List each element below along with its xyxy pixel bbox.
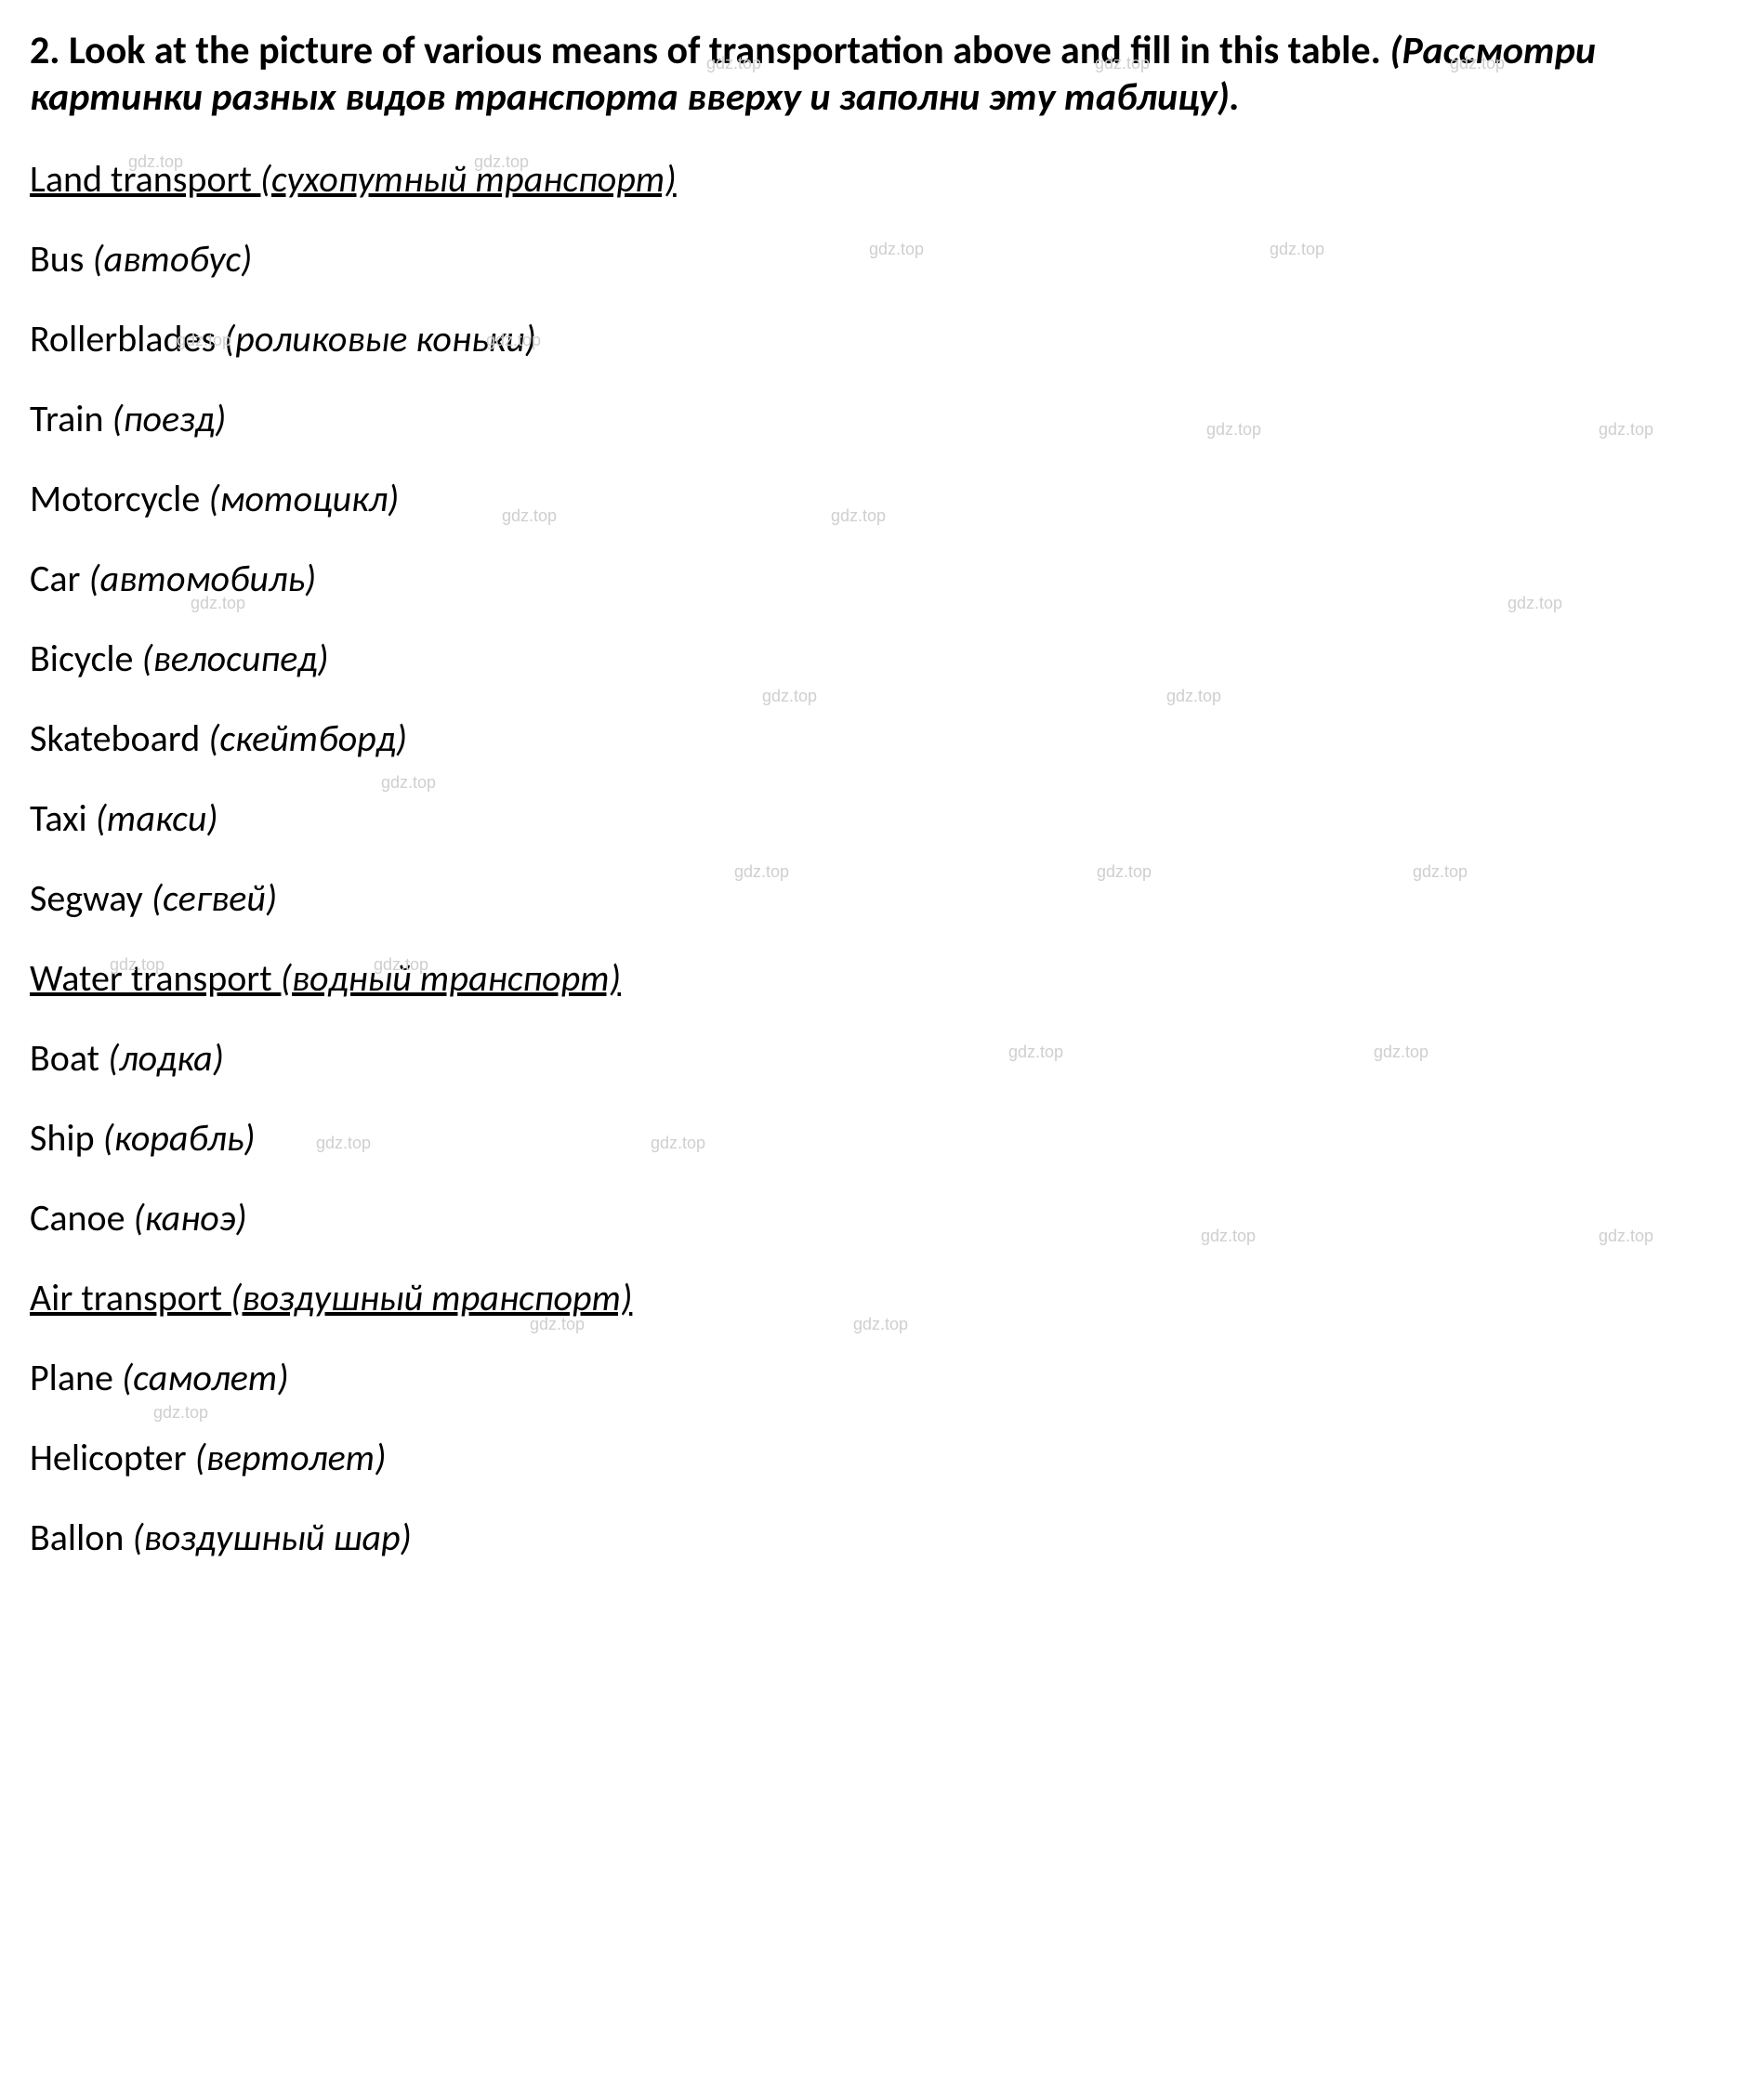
exercise-heading: 2. Look at the picture of various means … (30, 28, 1721, 122)
section-title: Land transport (сухопутный транспорт) (30, 157, 1721, 202)
item-en: Ballon (30, 1515, 132, 1560)
list-item: Bicycle (велосипед) (30, 637, 1721, 681)
item-ru: (воздушный шар) (132, 1515, 411, 1560)
list-item: Canoe (каноэ) (30, 1196, 1721, 1240)
list-item: Segway (сегвей) (30, 876, 1721, 921)
item-ru: (сегвей) (151, 875, 277, 921)
item-en: Skateboard (30, 715, 208, 761)
item-ru: (такси) (96, 795, 218, 841)
list-item: Rollerblades (роликовые коньки) (30, 317, 1721, 361)
item-ru: (велосипед) (142, 636, 329, 681)
item-ru: (лодка) (108, 1035, 224, 1081)
item-ru: (скейтборд) (208, 715, 407, 761)
item-ru: (автомобиль) (88, 556, 316, 601)
exercise-english: Look at the picture of various means of … (69, 27, 1381, 74)
item-en: Taxi (30, 795, 96, 841)
section-title-ru: (сухопутный транспорт) (260, 156, 677, 202)
list-item: Ballon (воздушный шар) (30, 1516, 1721, 1560)
item-en: Car (30, 556, 88, 601)
item-ru: (каноэ) (134, 1195, 247, 1240)
list-item: Ship (корабль) (30, 1116, 1721, 1161)
item-ru: (поезд) (112, 396, 227, 441)
item-en: Helicopter (30, 1435, 195, 1480)
list-item: Boat (лодка) (30, 1036, 1721, 1081)
item-ru: (автобус) (92, 236, 252, 282)
item-en: Bus (30, 236, 92, 282)
list-item: Skateboard (скейтборд) (30, 716, 1721, 761)
item-ru: (корабль) (103, 1115, 256, 1161)
section-title-en: Water transport (30, 955, 281, 1001)
item-en: Rollerblades (30, 316, 224, 361)
item-en: Train (30, 396, 112, 441)
item-ru: (вертолет) (195, 1435, 387, 1480)
section-title: Air transport (воздушный транспорт) (30, 1276, 1721, 1320)
list-item: Helicopter (вертолет) (30, 1436, 1721, 1480)
list-item: Taxi (такси) (30, 796, 1721, 841)
item-en: Ship (30, 1115, 103, 1161)
sections-container: Land transport (сухопутный транспорт) Bus… (30, 157, 1721, 1560)
section-title-en: Air transport (30, 1275, 230, 1320)
item-en: Canoe (30, 1195, 134, 1240)
list-item: Car (автомобиль) (30, 557, 1721, 601)
exercise-number: 2. (30, 27, 60, 74)
section-title-ru: (водный транспорт) (281, 955, 621, 1001)
list-item: Plane (самолет) (30, 1356, 1721, 1400)
list-item: Motorcycle (мотоцикл) (30, 477, 1721, 521)
section-title-ru: (воздушный транспорт) (230, 1275, 632, 1320)
item-en: Boat (30, 1035, 108, 1081)
item-ru: (роликовые коньки) (224, 316, 536, 361)
section-title-en: Land transport (30, 156, 260, 202)
item-ru: (самолет) (122, 1355, 289, 1400)
section-title: Water transport (водный транспорт) (30, 956, 1721, 1001)
list-item: Bus (автобус) (30, 237, 1721, 282)
item-en: Segway (30, 875, 151, 921)
list-item: Train (поезд) (30, 397, 1721, 441)
item-en: Plane (30, 1355, 122, 1400)
item-en: Motorcycle (30, 476, 208, 521)
item-en: Bicycle (30, 636, 142, 681)
item-ru: (мотоцикл) (208, 476, 399, 521)
